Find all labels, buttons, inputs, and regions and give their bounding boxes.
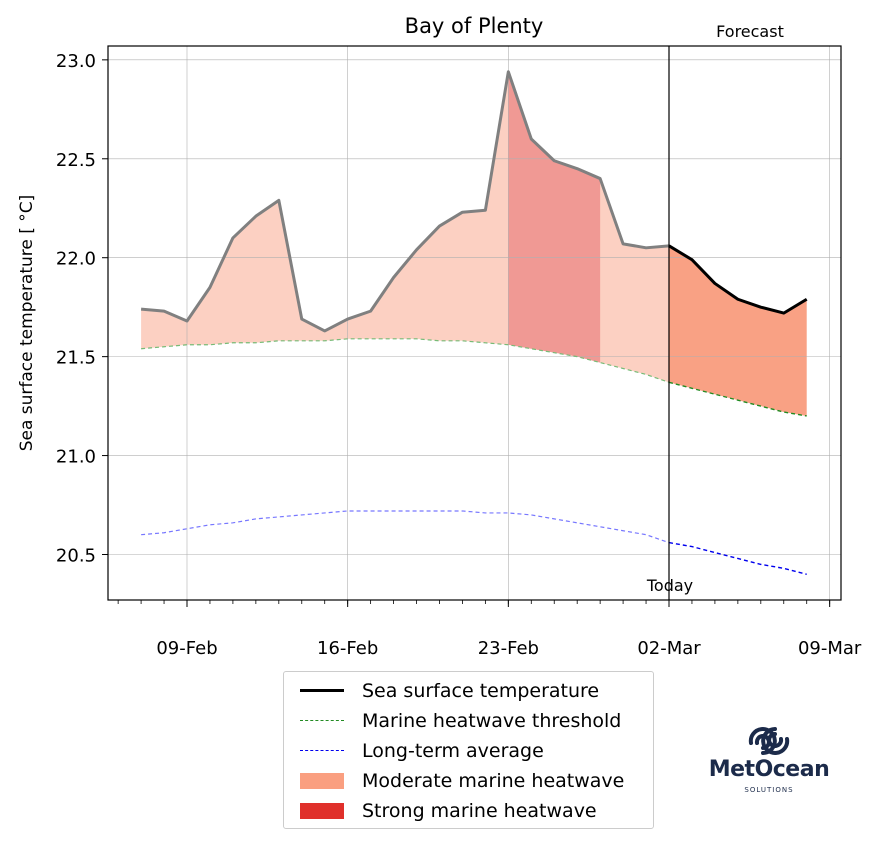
chart-title: Bay of Plenty	[405, 14, 544, 38]
threshold-line-forecast	[668, 381, 807, 417]
logo-subtitle: SOLUTIONS	[744, 786, 794, 794]
y-tick-label: 22.5	[56, 150, 96, 171]
x-tick-label: 09-Mar	[798, 638, 862, 659]
x-tick-label: 16-Feb	[317, 638, 378, 659]
x-tick-label: 23-Feb	[478, 638, 539, 659]
y-tick-label: 23.0	[56, 51, 96, 72]
legend-label-average: Long-term average	[362, 740, 544, 762]
logo-wordmark: MetOcean	[708, 757, 830, 782]
metocean-swirl-icon	[748, 727, 790, 755]
metocean-logo: MetOcean SOLUTIONS	[704, 723, 834, 798]
legend-swatch-sst	[300, 683, 344, 699]
strong-fill	[508, 71, 601, 363]
legend-label-threshold: Marine heatwave threshold	[362, 710, 622, 732]
legend-entry-sst: Sea surface temperature	[300, 677, 599, 705]
y-tick-label: 21.5	[56, 348, 96, 369]
x-tick-label: 02-Mar	[637, 638, 701, 659]
x-tick-label: 09-Feb	[156, 638, 217, 659]
legend-entry-strong: Strong marine heatwave	[300, 797, 597, 825]
legend-label-sst: Sea surface temperature	[362, 680, 600, 702]
legend-label-strong: Strong marine heatwave	[362, 800, 597, 822]
y-tick-label: 21.0	[56, 447, 96, 468]
sst-line-observed	[140, 70, 670, 333]
legend-entry-average: Long-term average	[300, 737, 544, 765]
y-tick-label: 22.0	[56, 249, 96, 270]
legend-label-moderate: Moderate marine heatwave	[362, 770, 625, 792]
y-tick-label: 20.5	[56, 545, 96, 566]
average-line-forecast	[668, 541, 807, 575]
legend-swatch-strong	[300, 803, 344, 819]
grid-lines	[108, 46, 841, 600]
legend-entry-threshold: Marine heatwave threshold	[300, 707, 621, 735]
legend-swatch-moderate	[300, 773, 344, 789]
average-line-observed	[141, 510, 670, 544]
legend-entry-moderate: Moderate marine heatwave	[300, 767, 624, 795]
plot-frame	[107, 45, 842, 601]
legend-swatch-threshold	[300, 713, 344, 729]
moderate-fill-forecast	[669, 245, 807, 416]
legend-swatch-average	[300, 743, 344, 759]
forecast-label: Forecast	[716, 22, 784, 41]
threshold-line-observed	[141, 338, 670, 383]
today-label: Today	[646, 576, 693, 595]
tick-labels: 20.5 21.0 21.5 22.0 22.5 23.0 09-Feb 16-Feb 23-F…	[56, 51, 862, 659]
axes	[102, 45, 842, 607]
series-lines	[140, 70, 808, 575]
sst-line-forecast	[668, 244, 808, 315]
y-axis-label: Sea surface temperature [ °C]	[17, 195, 37, 452]
legend: Sea surface temperature Marine heatwave …	[283, 671, 654, 829]
heatwave-fills	[141, 71, 807, 416]
